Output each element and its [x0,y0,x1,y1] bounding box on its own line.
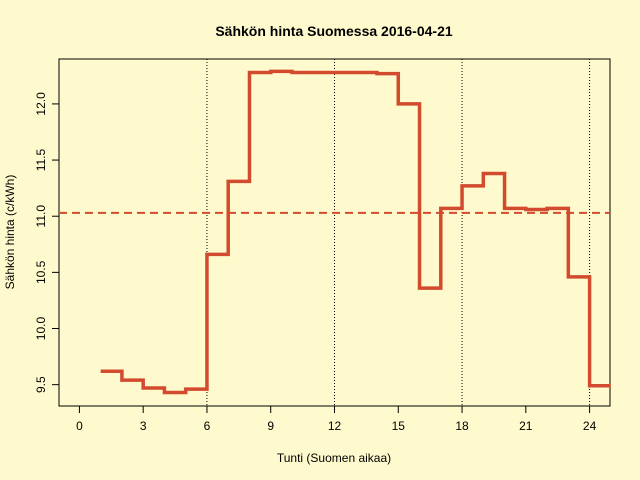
y-tick-label: 10.5 [34,260,48,284]
y-tick-label: 12.0 [34,92,48,116]
step-line [100,69,611,395]
x-tick-label: 21 [519,419,533,433]
y-tick-label: 11.0 [34,205,48,228]
x-tick-label: 24 [583,419,597,433]
chart-title: Sähkön hinta Suomessa 2016-04-21 [215,23,453,39]
y-axis-label: Sähkön hinta (c/kWh) [3,175,17,290]
x-tick-label: 12 [328,419,342,433]
x-tick-label: 15 [392,419,406,433]
x-tick-label: 6 [204,419,211,433]
x-axis-label: Tunti (Suomen aikaa) [277,451,391,465]
x-tick-label: 3 [140,419,147,433]
x-tick-label: 0 [76,419,83,433]
y-tick-label: 10.0 [34,317,48,341]
y-tick-label: 11.5 [34,149,48,172]
x-tick-label: 18 [455,419,469,433]
x-tick-label: 9 [267,419,274,433]
y-tick-label: 9.5 [34,376,48,393]
